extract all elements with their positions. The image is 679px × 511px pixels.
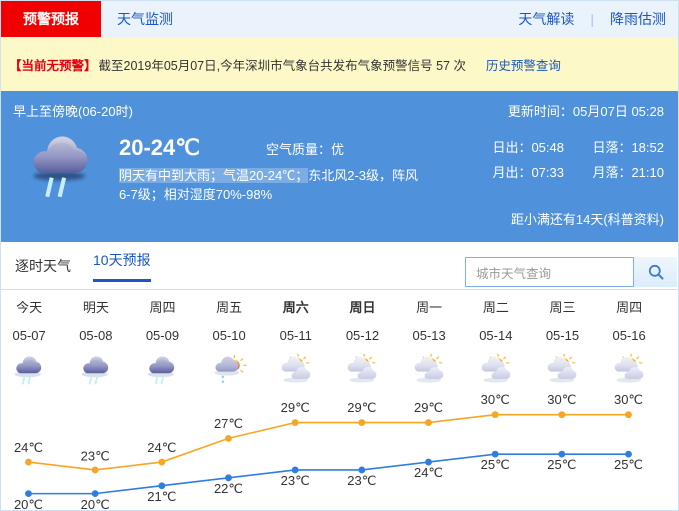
svg-text:23℃: 23℃ xyxy=(347,473,376,488)
svg-text:27℃: 27℃ xyxy=(214,416,243,431)
svg-text:20℃: 20℃ xyxy=(81,497,110,511)
svg-text:20℃: 20℃ xyxy=(14,497,43,511)
svg-text:29℃: 29℃ xyxy=(281,400,310,415)
svg-text:25℃: 25℃ xyxy=(614,457,643,472)
svg-text:21℃: 21℃ xyxy=(147,489,176,504)
svg-text:25℃: 25℃ xyxy=(547,457,576,472)
svg-text:30℃: 30℃ xyxy=(481,392,510,407)
svg-text:29℃: 29℃ xyxy=(414,400,443,415)
svg-text:23℃: 23℃ xyxy=(281,473,310,488)
svg-text:22℃: 22℃ xyxy=(214,481,243,496)
svg-text:29℃: 29℃ xyxy=(347,400,376,415)
svg-text:24℃: 24℃ xyxy=(414,465,443,480)
svg-text:30℃: 30℃ xyxy=(614,392,643,407)
svg-text:24℃: 24℃ xyxy=(14,440,43,455)
svg-text:23℃: 23℃ xyxy=(81,449,110,464)
svg-text:24℃: 24℃ xyxy=(147,440,176,455)
svg-text:30℃: 30℃ xyxy=(547,392,576,407)
svg-text:25℃: 25℃ xyxy=(481,457,510,472)
